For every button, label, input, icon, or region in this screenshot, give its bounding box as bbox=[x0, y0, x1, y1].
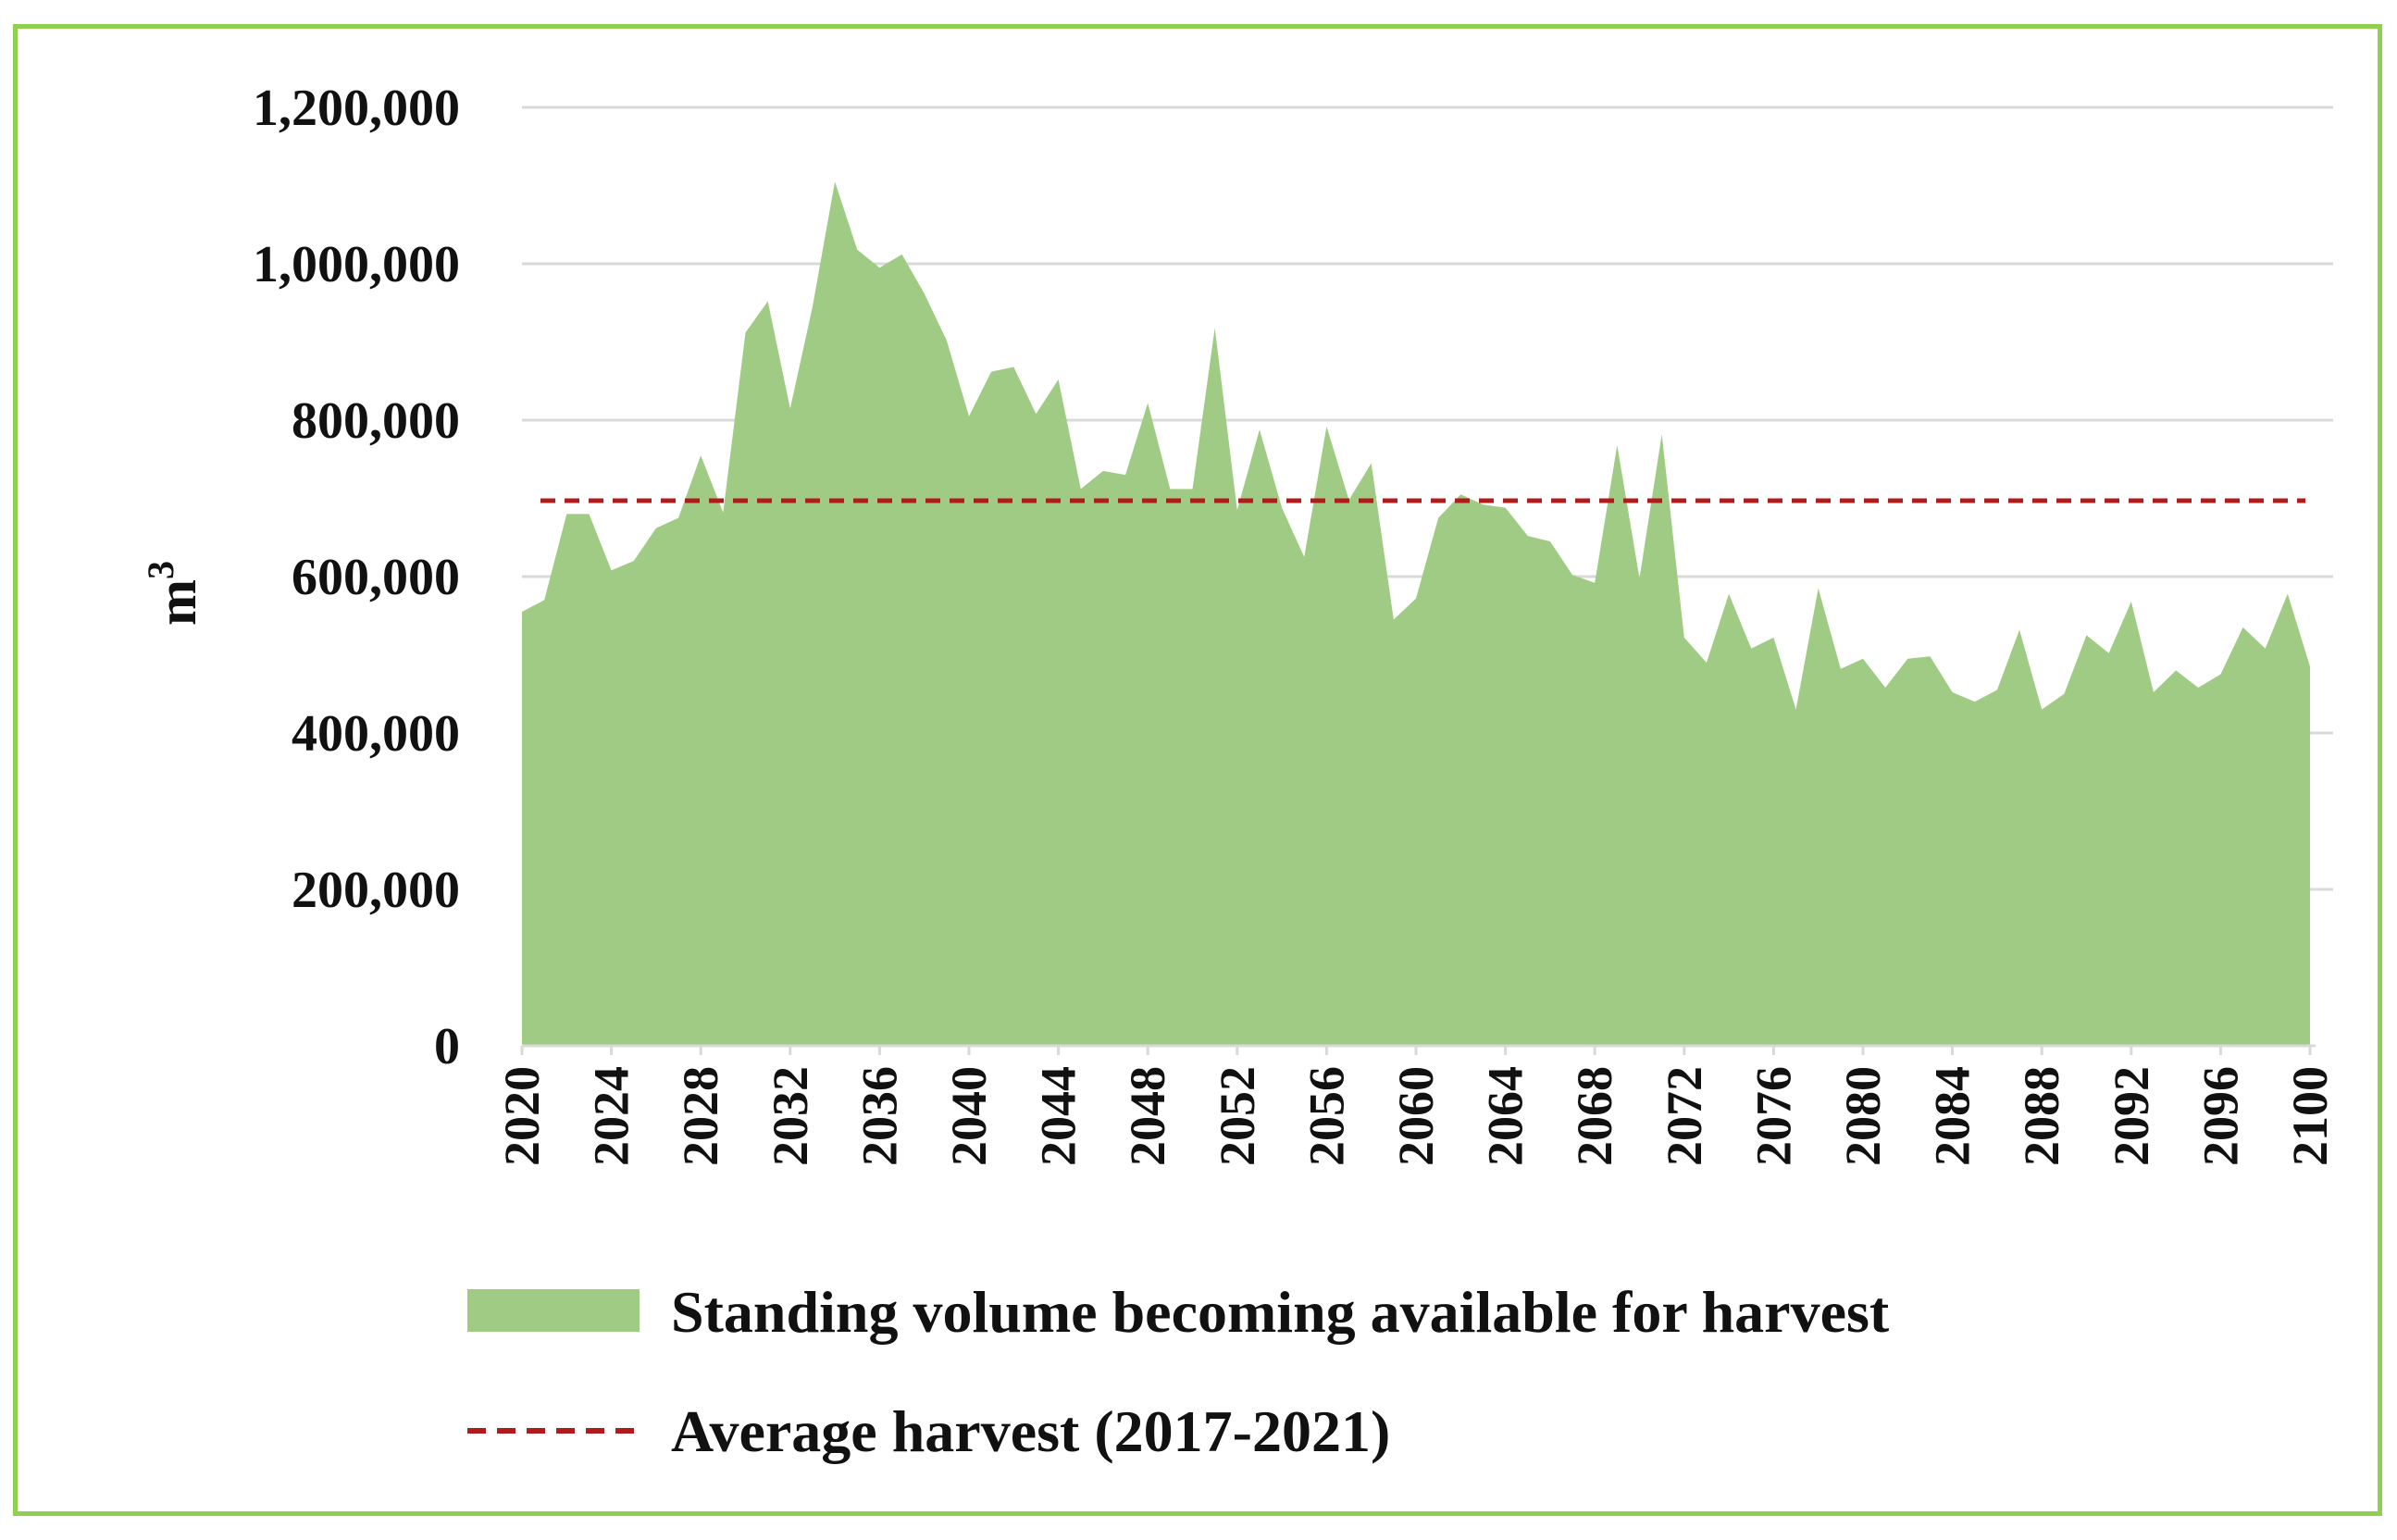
x-tick-label: 2020 bbox=[494, 1066, 550, 1166]
x-tick-label: 2056 bbox=[1298, 1066, 1354, 1166]
x-tick-label: 2080 bbox=[1835, 1066, 1891, 1166]
y-axis-label-superscript: 3 bbox=[140, 561, 181, 579]
y-tick-label: 1,200,000 bbox=[253, 80, 460, 137]
chart-frame: 0 200,000 400,000 600,000 800,000 1,000,000 1,… bbox=[13, 24, 2382, 1516]
x-tick-label: 2088 bbox=[2014, 1066, 2069, 1166]
x-tick-label: 2076 bbox=[1745, 1066, 1801, 1166]
x-tick-label: 2072 bbox=[1657, 1066, 1712, 1166]
y-tick-label: 0 bbox=[434, 1018, 460, 1075]
y-tick-label: 600,000 bbox=[292, 549, 460, 606]
x-tick-label: 2052 bbox=[1210, 1066, 1265, 1166]
x-tick-label: 2064 bbox=[1478, 1066, 1534, 1166]
legend-label-line: Average harvest (2017-2021) bbox=[671, 1398, 1390, 1464]
x-tick-label: 2096 bbox=[2192, 1066, 2248, 1166]
legend-swatch-area bbox=[467, 1289, 640, 1332]
y-axis-label-unit: m bbox=[146, 579, 207, 626]
y-tick-labels: 0 200,000 400,000 600,000 800,000 1,000,000 1,… bbox=[253, 80, 460, 1075]
chart-svg: 0 200,000 400,000 600,000 800,000 1,000,000 1,… bbox=[140, 80, 2338, 1464]
legend: Standing volume becoming available for h… bbox=[467, 1279, 1890, 1464]
x-tick-labels: 2020 2024 2028 2032 2036 2040 2044 2048 2052 2056… bbox=[494, 1046, 2338, 1166]
legend-label-area: Standing volume becoming available for h… bbox=[671, 1279, 1890, 1345]
x-tick-label: 2032 bbox=[763, 1066, 818, 1166]
x-tick-label: 2068 bbox=[1567, 1066, 1622, 1166]
x-tick-label: 2028 bbox=[673, 1066, 728, 1166]
area-series-standing-volume bbox=[522, 181, 2310, 1046]
x-tick-label: 2044 bbox=[1031, 1066, 1087, 1166]
x-tick-label: 2100 bbox=[2282, 1066, 2338, 1166]
x-tick-label: 2084 bbox=[1925, 1066, 1981, 1166]
x-tick-label: 2024 bbox=[584, 1066, 640, 1166]
y-tick-label: 400,000 bbox=[292, 705, 460, 763]
y-tick-label: 800,000 bbox=[292, 392, 460, 450]
x-tick-label: 2092 bbox=[2104, 1066, 2159, 1166]
x-tick-label: 2048 bbox=[1120, 1066, 1175, 1166]
x-tick-label: 2040 bbox=[941, 1066, 997, 1166]
y-tick-label: 1,000,000 bbox=[253, 236, 460, 293]
x-tick-label: 2060 bbox=[1388, 1066, 1444, 1166]
x-tick-label: 2036 bbox=[851, 1066, 907, 1166]
y-axis-label: m3 bbox=[140, 561, 207, 626]
y-tick-label: 200,000 bbox=[292, 862, 460, 919]
